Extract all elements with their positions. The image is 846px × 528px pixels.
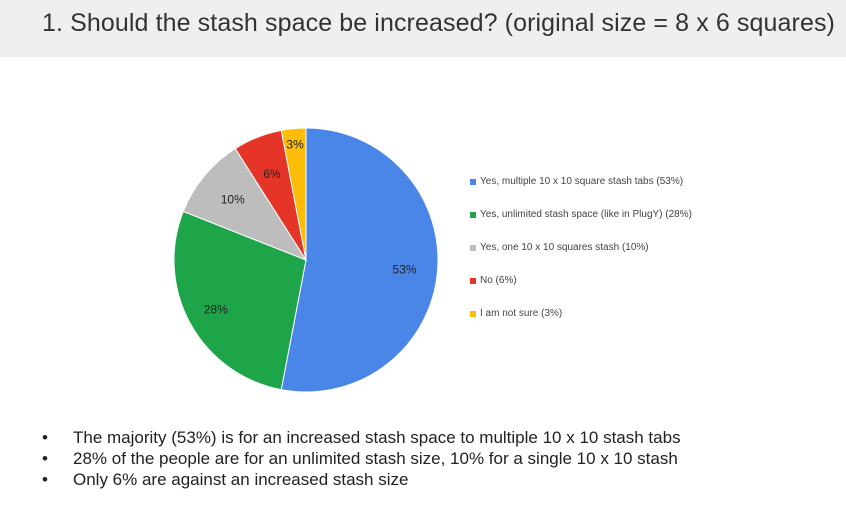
legend-item-multiple-tabs: Yes, multiple 10 x 10 square stash tabs … bbox=[470, 176, 692, 187]
bullet-item: • The majority (53%) is for an increased … bbox=[42, 427, 681, 448]
legend-item-unlimited: Yes, unlimited stash space (like in Plug… bbox=[470, 209, 692, 220]
legend-swatch bbox=[470, 310, 476, 317]
slide-title: 1. Should the stash space be increased? … bbox=[42, 9, 835, 37]
legend-item-not-sure: I am not sure (3%) bbox=[470, 308, 692, 319]
slice-label-one-stash: 10% bbox=[221, 192, 245, 206]
bullet-marker: • bbox=[42, 428, 48, 447]
legend-swatch bbox=[470, 277, 476, 284]
pie-slice-not-sure bbox=[280, 127, 307, 261]
bullet-marker: • bbox=[42, 470, 48, 489]
bullet-item: • Only 6% are against an increased stash … bbox=[42, 469, 681, 490]
title-bar: 1. Should the stash space be increased? … bbox=[0, 0, 846, 57]
slice-label-not-sure: 3% bbox=[286, 137, 304, 151]
pie-slice-unlimited bbox=[173, 210, 307, 391]
slice-label-no: 6% bbox=[263, 167, 281, 181]
legend-label: I am not sure (3%) bbox=[480, 308, 563, 319]
legend-label: Yes, one 10 x 10 squares stash (10%) bbox=[480, 242, 649, 253]
bullet-marker: • bbox=[42, 449, 48, 468]
slice-label-multiple-tabs: 53% bbox=[393, 262, 417, 276]
bullet-item: • 28% of the people are for an unlimited … bbox=[42, 448, 681, 469]
bullet-text: 28% of the people are for an unlimited s… bbox=[73, 449, 678, 468]
pie-slice-one-stash bbox=[182, 147, 308, 262]
legend-item-no: No (6%) bbox=[470, 275, 692, 286]
chart-legend: Yes, multiple 10 x 10 square stash tabs … bbox=[470, 176, 692, 341]
legend-label: No (6%) bbox=[480, 275, 517, 286]
pie-chart: 53% 28% 10% 6% 3% bbox=[173, 127, 439, 393]
legend-swatch bbox=[470, 211, 476, 218]
legend-label: Yes, unlimited stash space (like in Plug… bbox=[480, 209, 692, 220]
legend-swatch bbox=[470, 178, 476, 185]
bullet-text: Only 6% are against an increased stash s… bbox=[73, 470, 409, 489]
slice-label-unlimited: 28% bbox=[204, 303, 228, 317]
pie-slice-multiple-tabs bbox=[280, 127, 439, 393]
legend-item-one-stash: Yes, one 10 x 10 squares stash (10%) bbox=[470, 242, 692, 253]
legend-label: Yes, multiple 10 x 10 square stash tabs … bbox=[480, 176, 684, 187]
summary-bullets: • The majority (53%) is for an increased … bbox=[42, 427, 681, 490]
legend-swatch bbox=[470, 244, 476, 251]
bullet-text: The majority (53%) is for an increased s… bbox=[73, 428, 681, 447]
